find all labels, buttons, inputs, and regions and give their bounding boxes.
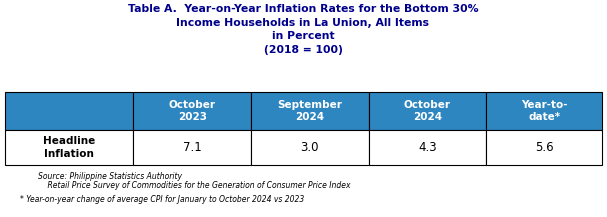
Bar	[134, 92, 251, 130]
Text: September
2024: September 2024	[277, 100, 342, 122]
Bar	[251, 92, 368, 130]
Bar	[134, 130, 251, 165]
Text: October
2024: October 2024	[404, 100, 451, 122]
Text: * Year-on-year change of average CPI for January to October 2024 vs 2023: * Year-on-year change of average CPI for…	[20, 195, 304, 204]
Text: October
2023: October 2023	[169, 100, 215, 122]
Bar	[5, 130, 134, 165]
Text: Headline
Inflation: Headline Inflation	[43, 136, 95, 159]
Text: Retail Price Survey of Commodities for the Generation of Consumer Price Index: Retail Price Survey of Commodities for t…	[38, 181, 350, 190]
Bar	[5, 92, 134, 130]
Text: 5.6: 5.6	[535, 141, 554, 154]
Text: Table A.  Year-on-Year Inflation Rates for the Bottom 30%
Income Households in L: Table A. Year-on-Year Inflation Rates fo…	[127, 4, 478, 55]
Bar	[486, 130, 602, 165]
Text: Year-to-
date*: Year-to- date*	[521, 100, 568, 122]
Text: 4.3: 4.3	[418, 141, 436, 154]
Bar	[368, 130, 486, 165]
Bar	[486, 92, 602, 130]
Text: Source: Philippine Statistics Authority: Source: Philippine Statistics Authority	[38, 172, 182, 181]
Text: 7.1: 7.1	[183, 141, 202, 154]
Text: 3.0: 3.0	[300, 141, 319, 154]
Bar	[368, 92, 486, 130]
Bar	[251, 130, 368, 165]
